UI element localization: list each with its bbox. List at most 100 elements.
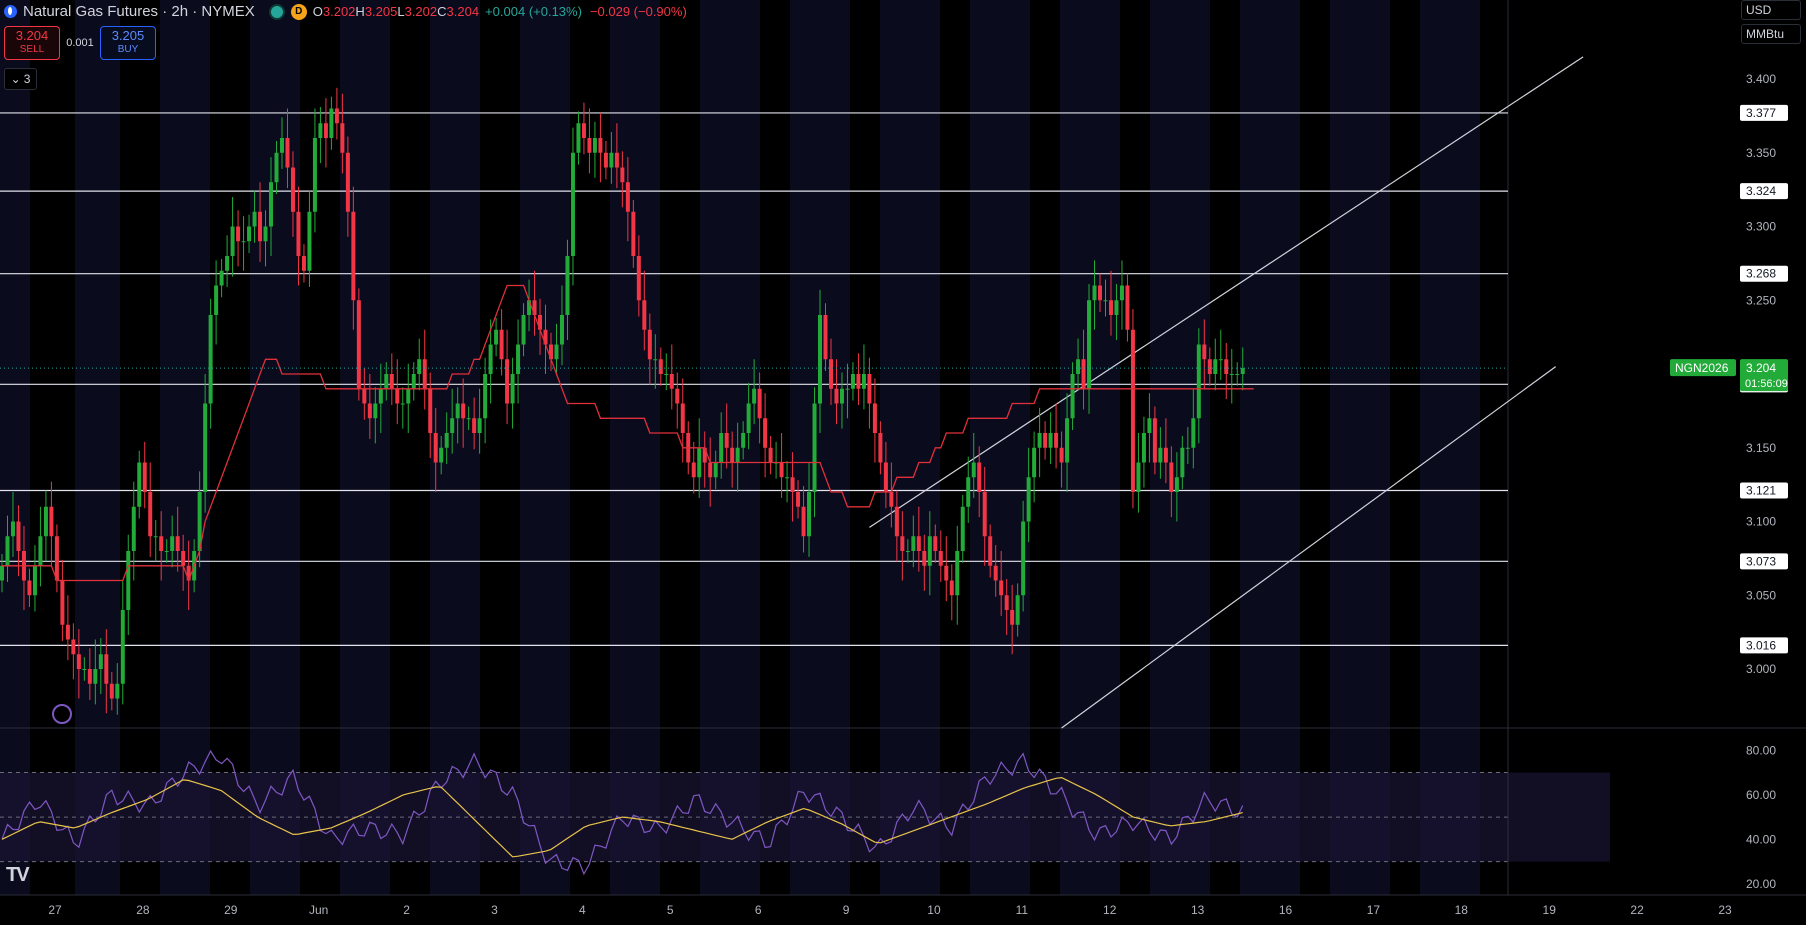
candle — [1103, 279, 1108, 317]
candle-body — [65, 624, 70, 640]
price-tick-label: 3.350 — [1746, 146, 1776, 160]
candle-body — [351, 211, 356, 301]
indicators-toggle-button[interactable]: ⌄ 3 — [4, 68, 37, 90]
candle-body — [60, 580, 65, 625]
candle-body — [87, 669, 92, 684]
candle-body — [137, 462, 142, 507]
symbol-title[interactable]: Natural Gas Futures · 2h · NYMEX — [23, 3, 255, 20]
candle — [719, 412, 724, 479]
candle-body — [170, 536, 175, 551]
candle-body — [1169, 462, 1174, 492]
candle-body — [1185, 447, 1190, 449]
candle-body — [505, 359, 510, 404]
candle — [32, 545, 37, 612]
bar-countdown: 01:56:09 — [1745, 378, 1788, 390]
candle — [164, 539, 169, 563]
level-label: 3.268 — [1746, 267, 1776, 281]
last-price-label: 3.204 — [1746, 361, 1776, 375]
candle — [1081, 329, 1086, 410]
candle — [345, 136, 350, 237]
candle-body — [296, 211, 301, 256]
candle-body — [894, 506, 899, 537]
candle — [576, 111, 581, 165]
price-tick-label: 3.000 — [1746, 662, 1776, 676]
candle — [329, 96, 334, 150]
buy-price: 3.205 — [111, 28, 145, 43]
session-band-13 — [1150, 0, 1210, 895]
sell-button[interactable]: 3.204 SELL — [4, 26, 60, 60]
price-tick-label: 3.050 — [1746, 588, 1776, 602]
candle — [54, 524, 59, 593]
candle-body — [636, 256, 641, 301]
delayed-data-badge[interactable]: D — [290, 3, 307, 20]
candle-body — [1059, 447, 1064, 463]
candle-body — [752, 388, 757, 404]
candle-body — [10, 521, 15, 537]
candle-body — [543, 329, 548, 345]
candle — [697, 418, 702, 498]
candle-body — [142, 462, 147, 492]
candle — [922, 534, 927, 591]
candle-body — [279, 138, 284, 153]
candle-body — [1136, 462, 1141, 492]
candle-body — [647, 329, 652, 360]
candle — [1141, 416, 1146, 488]
spread-value: 0.001 — [66, 37, 94, 49]
candle-body — [850, 374, 855, 389]
candle — [752, 359, 757, 425]
market-status-icon[interactable] — [268, 3, 285, 20]
candle-body — [477, 418, 482, 433]
candle-body — [669, 374, 674, 389]
currency-selector[interactable]: USD — [1741, 0, 1801, 20]
candle — [807, 462, 812, 557]
candle — [274, 140, 279, 195]
candle — [472, 397, 477, 450]
candle — [87, 648, 92, 700]
session-band-1 — [75, 0, 120, 895]
candle — [27, 568, 32, 608]
buy-label: BUY — [117, 44, 139, 55]
unit-selector[interactable]: MMBtu — [1741, 24, 1801, 44]
candle-body — [104, 654, 109, 684]
candle-body — [378, 388, 383, 404]
candle-body — [219, 270, 224, 286]
candle-body — [433, 433, 438, 463]
candle-body — [1081, 359, 1086, 389]
candle — [433, 407, 438, 492]
candle-body — [746, 403, 751, 433]
tradingview-logo-icon[interactable]: TV — [6, 864, 30, 886]
candle — [527, 279, 532, 332]
candle-body — [148, 492, 153, 537]
candle — [977, 446, 982, 518]
candle — [730, 431, 735, 488]
candle — [883, 441, 888, 509]
candle — [186, 540, 191, 610]
low-label: L — [397, 4, 405, 19]
candle — [565, 239, 570, 341]
candle-body — [1010, 610, 1015, 625]
indicators-count: 3 — [23, 72, 31, 86]
candle — [933, 524, 938, 563]
candle — [389, 353, 394, 405]
candle — [137, 450, 142, 519]
time-tick-label: 16 — [1279, 903, 1293, 917]
candle-body — [1125, 285, 1130, 330]
currency-label: USD — [1746, 3, 1772, 17]
candle — [779, 433, 784, 498]
price-tick-label: 3.400 — [1746, 72, 1776, 86]
candle — [1207, 347, 1212, 386]
candle — [230, 197, 235, 277]
candle — [1059, 431, 1064, 488]
buy-button[interactable]: 3.205 BUY — [100, 26, 156, 60]
candle-body — [76, 654, 81, 669]
sell-price: 3.204 — [15, 28, 49, 43]
candle-body — [301, 256, 306, 271]
candle-body — [730, 447, 735, 463]
candle-body — [966, 477, 971, 507]
session-band-10 — [880, 0, 940, 895]
candle-body — [1103, 300, 1108, 302]
candle-body — [900, 536, 905, 551]
candle-body — [494, 329, 499, 345]
candle-body — [955, 551, 960, 596]
